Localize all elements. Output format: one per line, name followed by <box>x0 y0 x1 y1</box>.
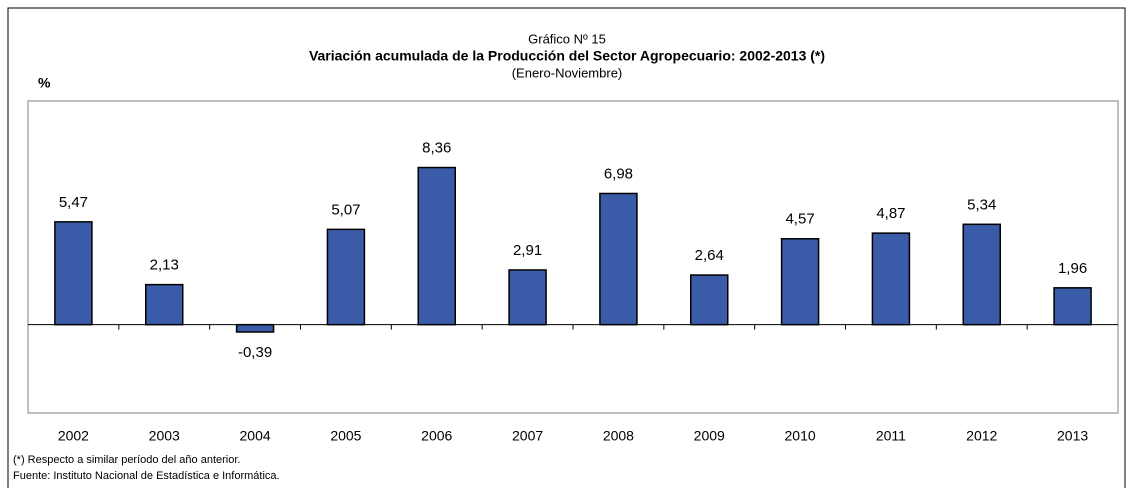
data-label: 8,36 <box>422 140 451 157</box>
data-label: 1,96 <box>1058 260 1087 277</box>
bar <box>417 166 456 326</box>
bar <box>1053 287 1092 326</box>
bar <box>508 269 547 326</box>
x-tick-label: 2009 <box>694 428 725 444</box>
data-label: 2,64 <box>695 247 724 264</box>
data-label: 5,47 <box>59 194 88 211</box>
x-tick-label: 2005 <box>330 428 361 444</box>
x-tick-label: 2003 <box>149 428 180 444</box>
x-tick-label: 2011 <box>876 428 906 444</box>
x-tick-label: 2004 <box>240 428 271 444</box>
x-tick-label: 2002 <box>58 428 89 444</box>
x-tick-label: 2012 <box>966 428 997 444</box>
data-label: 5,34 <box>967 196 996 213</box>
bar <box>145 283 184 326</box>
chart-subtitle: (Enero-Noviembre) <box>512 65 623 80</box>
bar <box>599 192 638 326</box>
bar <box>962 223 1001 326</box>
footnote: (*) Respecto a similar período del año a… <box>13 454 240 466</box>
x-tick-label: 2013 <box>1057 428 1088 444</box>
bar <box>780 238 820 326</box>
x-tick-label: 2008 <box>603 428 634 444</box>
x-tick-label: 2010 <box>785 428 816 444</box>
chart-kicker: Gráfico Nº 15 <box>528 31 606 46</box>
x-tick-label: 2007 <box>512 428 543 444</box>
data-label: 4,57 <box>785 211 814 228</box>
bar <box>871 232 911 326</box>
plot-area <box>27 100 1119 414</box>
data-label: 6,98 <box>604 165 633 182</box>
bar <box>235 323 275 333</box>
data-label: -0,39 <box>238 344 272 361</box>
data-label: 2,91 <box>513 242 542 259</box>
chart-title: Variación acumulada de la Producción del… <box>309 48 825 64</box>
data-label: 2,13 <box>150 257 179 274</box>
bar <box>326 228 366 326</box>
frame <box>7 7 1126 488</box>
data-label: 5,07 <box>331 201 360 218</box>
data-label: 4,87 <box>876 205 905 222</box>
bar <box>690 274 729 326</box>
source-note: Fuente: Instituto Nacional de Estadístic… <box>13 470 280 482</box>
y-axis-label: % <box>38 75 51 91</box>
x-tick-label: 2006 <box>421 428 452 444</box>
bar <box>54 221 93 326</box>
